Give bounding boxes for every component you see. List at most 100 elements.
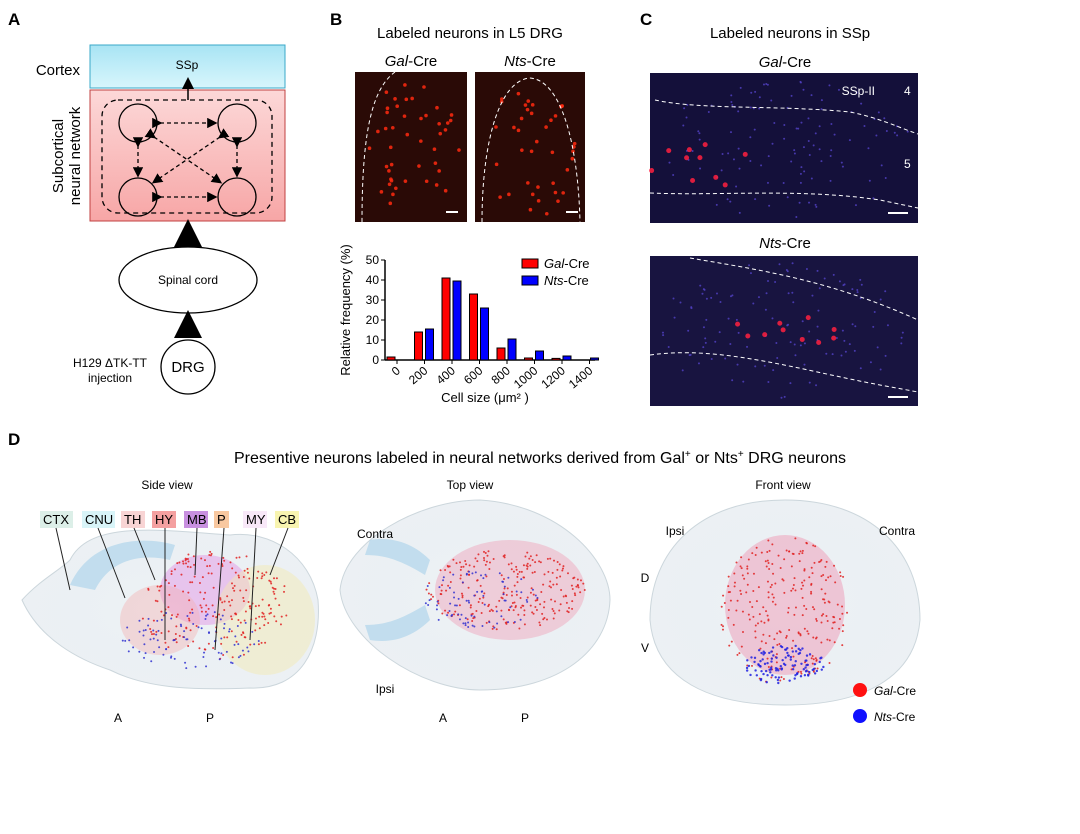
anterior-label: A <box>439 711 447 725</box>
legend-swatch-gal <box>853 683 867 697</box>
region-badge-my <box>243 511 267 528</box>
region-label: TH <box>124 512 141 527</box>
bar-nts-600 <box>480 307 489 361</box>
bar-nts-1200 <box>562 355 572 361</box>
ssp-label: SSp <box>176 58 199 72</box>
bar-gal-1000 <box>524 357 533 361</box>
injection-label-2: injection <box>88 371 132 385</box>
image-title: Gal-Cre <box>385 53 438 70</box>
x-tick-label: 1000 <box>511 363 541 391</box>
panel-label: C <box>640 10 652 29</box>
panel-c: C Labeled neurons in SSp Gal-Cre Nts-Cre… <box>640 10 919 406</box>
panel-label: A <box>8 10 20 29</box>
bar-gal-1200 <box>551 357 561 361</box>
image-title: Nts-Cre <box>504 53 556 70</box>
panel-b: B Labeled neurons in L5 DRG Gal-Cre Nts-… <box>330 10 599 405</box>
posterior-label: P <box>521 711 529 725</box>
bar-gal-600 <box>469 293 478 361</box>
x-tick-label: 0 <box>389 363 403 378</box>
ipsi-label: Ipsi <box>376 682 395 696</box>
front-view-title: Front view <box>755 478 811 492</box>
y-tick-label: 20 <box>366 313 380 327</box>
x-tick-label: 200 <box>406 363 431 387</box>
region-label: P <box>217 512 226 527</box>
legend-label-gal: Gal-Cre <box>874 684 916 698</box>
top-view-title: Top view <box>447 478 494 492</box>
y-tick-label: 40 <box>366 273 380 287</box>
bar-nts-800 <box>507 338 517 361</box>
bar-nts-1400 <box>590 357 599 361</box>
region-label: CB <box>278 512 296 527</box>
y-tick-label: 30 <box>366 293 380 307</box>
panel-d: D Presentive neurons labeled in neural n… <box>8 430 921 725</box>
bar-nts-1000 <box>535 350 544 361</box>
image-title: Nts-Cre <box>759 235 811 252</box>
dorsal-label: D <box>641 571 650 585</box>
legend-label: Gal-Cre <box>544 256 590 271</box>
side-view-title: Side view <box>141 478 193 492</box>
y-tick-label: 10 <box>366 333 380 347</box>
bar-nts-200 <box>425 328 434 361</box>
panel-title: Presentive neurons labeled in neural net… <box>234 449 846 467</box>
contra-label: Contra <box>879 524 915 538</box>
region-badge-th <box>121 511 145 528</box>
legend-swatch <box>521 258 539 269</box>
legend-swatch-nts <box>853 709 867 723</box>
drg-image-gal <box>355 72 467 222</box>
panel-label: B <box>330 10 342 29</box>
x-axis-label: Cell size (μm² ) <box>441 390 529 405</box>
region-label: CNU <box>85 512 113 527</box>
region-badge-cnu <box>82 511 115 528</box>
legend: Gal-Cre Nts-Cre <box>853 683 916 724</box>
legend-label: Nts-Cre <box>544 273 589 288</box>
region-label: HY <box>155 512 173 527</box>
cortex-label: Cortex <box>36 62 81 79</box>
bar-gal-400 <box>441 277 451 361</box>
y-axis-label: Relative frequency (%) <box>338 244 353 376</box>
layer-4-label: 4 <box>904 84 911 98</box>
network-arrows <box>132 117 243 203</box>
y-tick-label: 50 <box>366 253 380 267</box>
panel-title: Labeled neurons in L5 DRG <box>377 25 563 42</box>
x-tick-label: 1200 <box>538 363 568 391</box>
contra-label: Contra <box>357 527 393 541</box>
layer-label: SSp-II <box>842 84 875 98</box>
bar-gal-0 <box>386 356 396 361</box>
region-badge-p <box>214 511 229 528</box>
y-tick-label: 0 <box>372 353 379 367</box>
region-label: MY <box>246 512 266 527</box>
x-tick-label: 800 <box>489 363 514 387</box>
posterior-label: P <box>206 711 214 725</box>
front-view-brain <box>649 499 921 706</box>
region-label: CTX <box>43 512 69 527</box>
legend-label-nts: Nts-Cre <box>874 710 916 724</box>
x-tick-label: 600 <box>461 363 486 387</box>
drg-node <box>160 339 216 395</box>
drg-image-nts <box>475 72 585 222</box>
drg-label: DRG <box>171 359 204 376</box>
region-badge-ctx <box>40 511 73 528</box>
panel-a: A SSp Cortex Subcortical neural network … <box>8 10 286 395</box>
legend-swatch <box>521 275 539 286</box>
x-tick-label: 400 <box>434 363 459 387</box>
region-badge-hy <box>152 511 176 528</box>
layer-5-label: 5 <box>904 157 911 171</box>
spinal-label: Spinal cord <box>158 273 218 287</box>
bar-gal-800 <box>496 347 506 361</box>
region-badge-cb <box>275 511 299 528</box>
bar-nts-400 <box>452 280 462 361</box>
ventral-label: V <box>641 641 649 655</box>
subcortical-label: Subcortical <box>50 119 67 193</box>
ipsi-label: Ipsi <box>666 524 685 538</box>
region-label: MB <box>187 512 207 527</box>
image-title: Gal-Cre <box>759 54 812 71</box>
region-badge-mb <box>184 511 208 528</box>
panel-title: Labeled neurons in SSp <box>710 25 870 42</box>
injection-label: H129 ΔTK-TT <box>73 356 148 370</box>
bar-gal-200 <box>414 331 423 361</box>
panel-label: D <box>8 430 20 449</box>
x-tick-label: 1400 <box>566 363 596 391</box>
network-outline <box>101 99 273 214</box>
